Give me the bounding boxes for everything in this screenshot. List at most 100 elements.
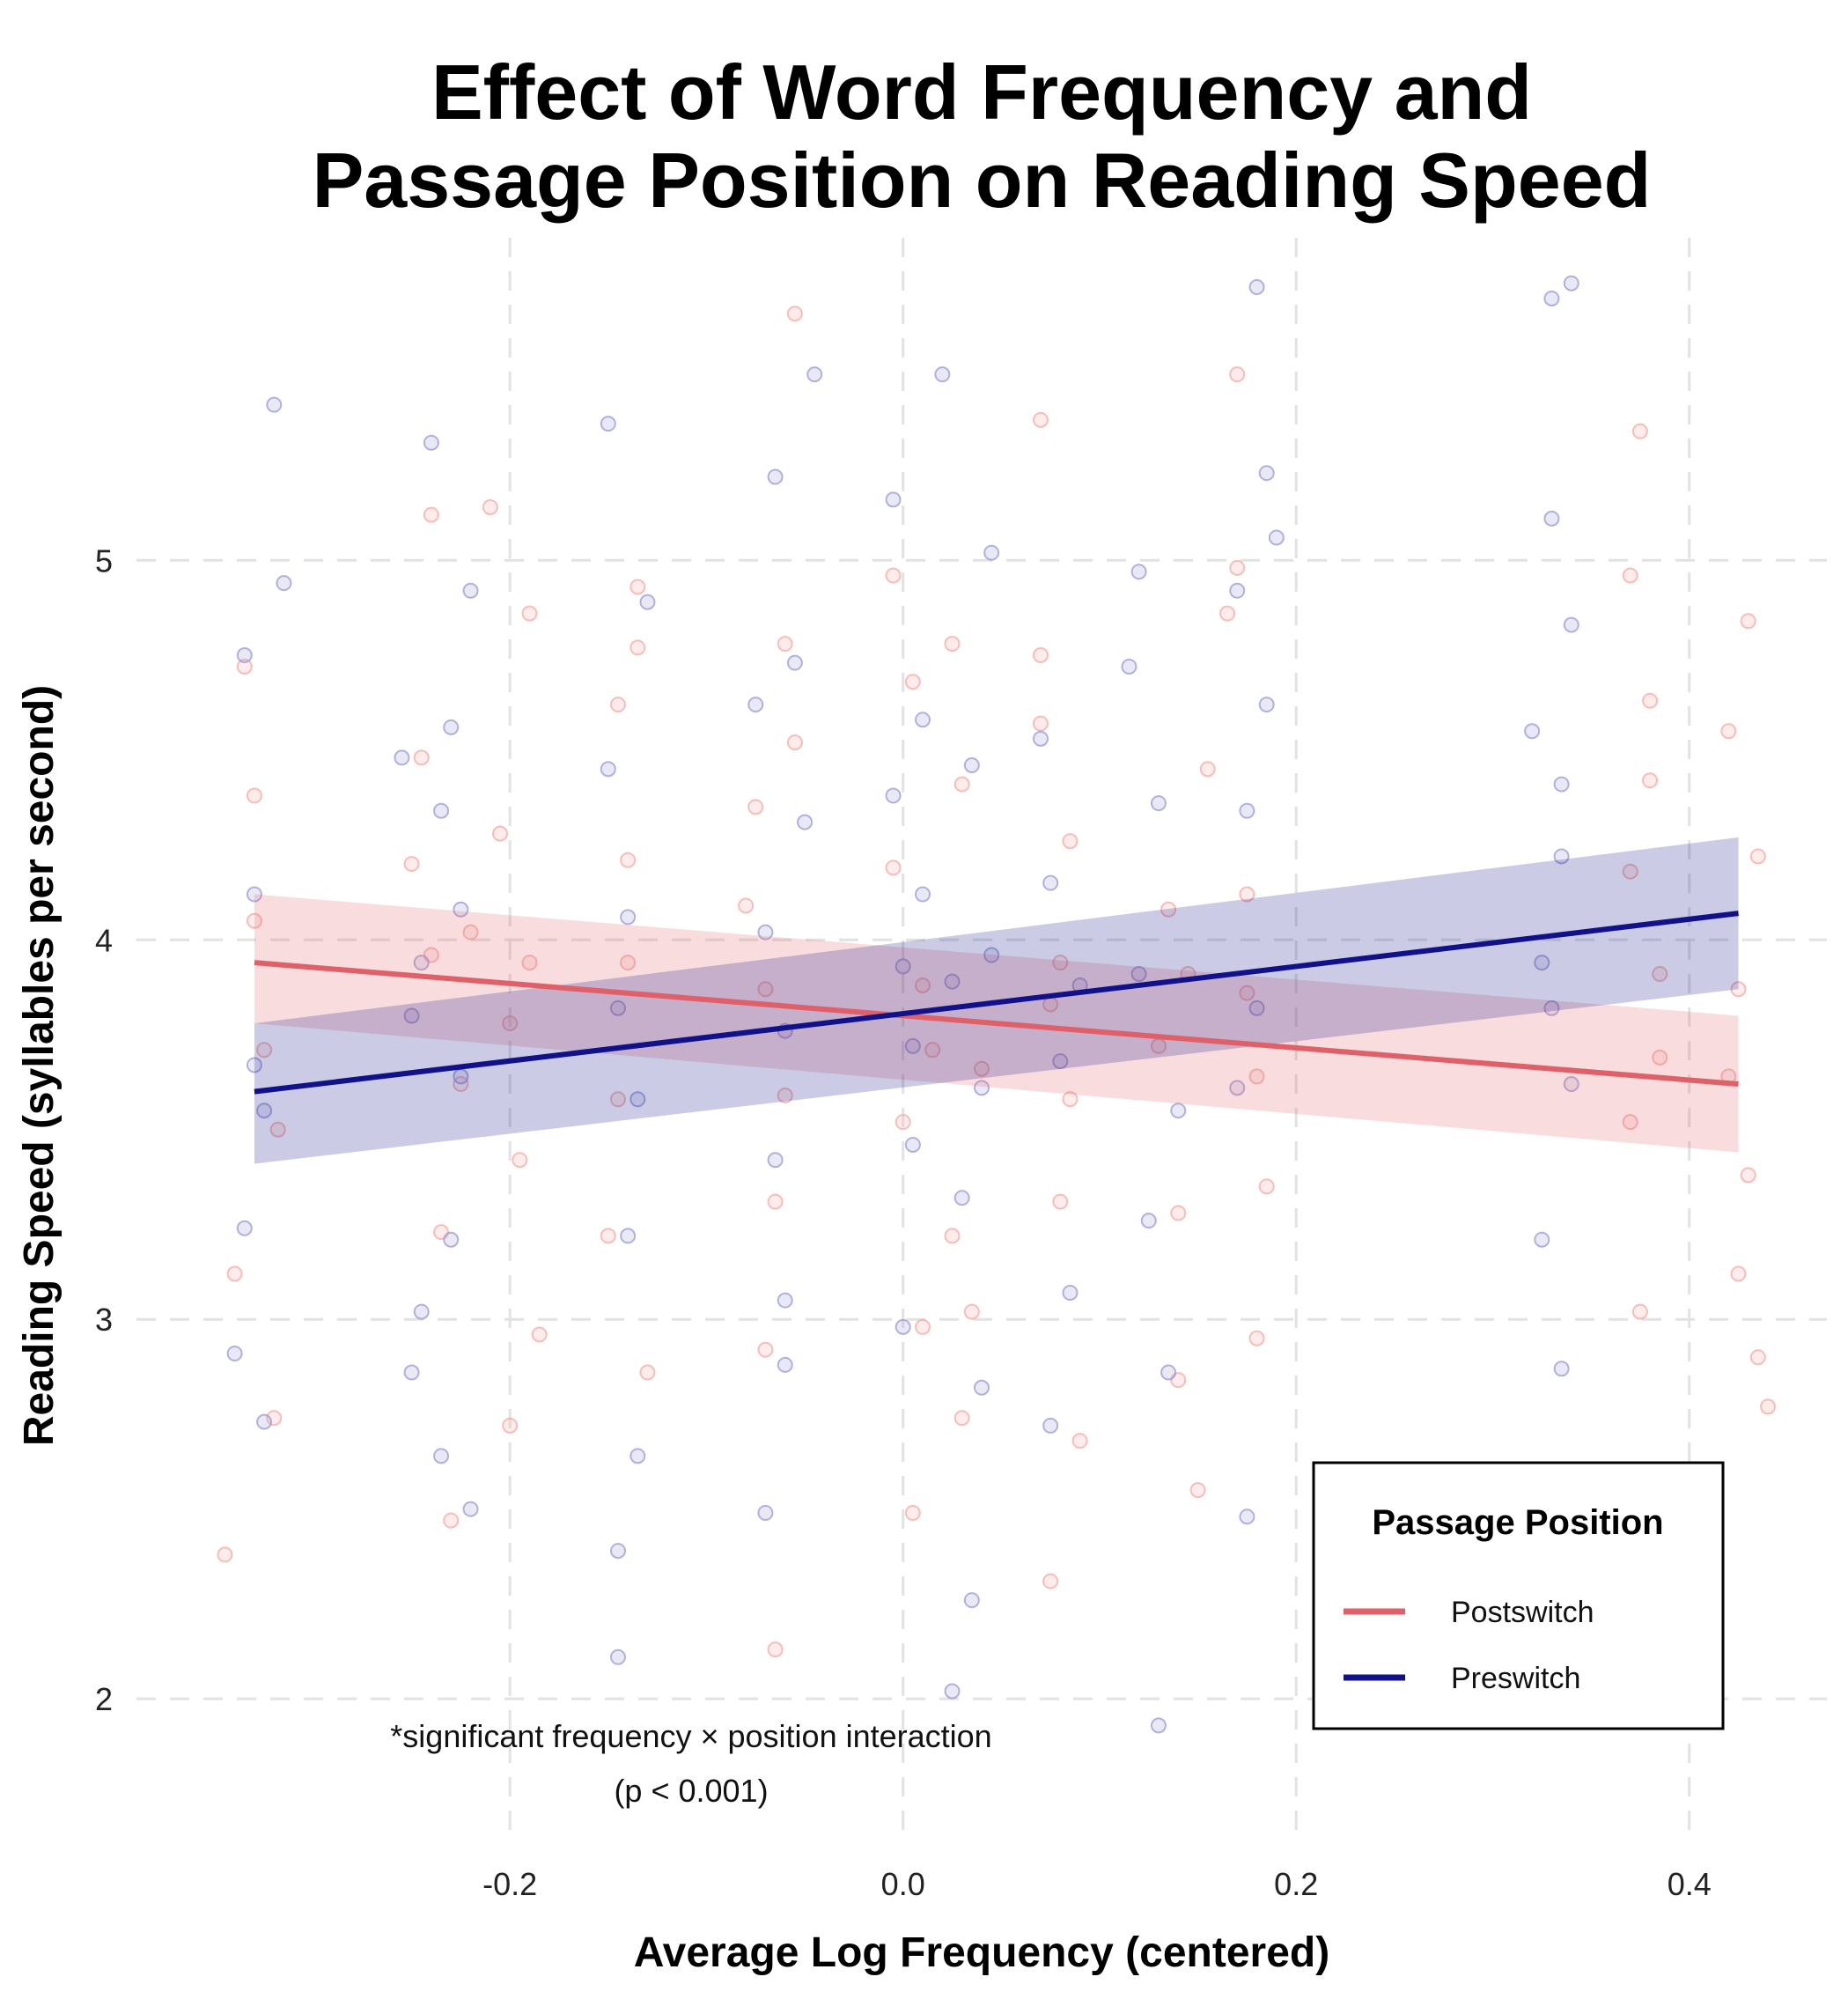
data-point-postswitch — [974, 1060, 990, 1077]
data-point-postswitch — [443, 1512, 460, 1529]
data-point-postswitch — [492, 825, 509, 842]
data-point-preswitch — [1052, 1053, 1069, 1070]
data-point-postswitch — [1652, 966, 1668, 983]
data-point-postswitch — [1229, 559, 1246, 576]
data-point-preswitch — [786, 654, 803, 671]
data-point-postswitch — [269, 1121, 286, 1138]
data-point-postswitch — [1652, 1049, 1668, 1066]
data-point-postswitch — [1042, 1573, 1059, 1590]
interaction-annotation-line-1: *significant frequency × position intera… — [390, 1718, 991, 1754]
data-point-postswitch — [521, 605, 538, 622]
data-point-postswitch — [1160, 901, 1177, 918]
data-point-postswitch — [777, 1087, 793, 1103]
data-point-preswitch — [1268, 529, 1285, 546]
data-point-preswitch — [1130, 564, 1147, 580]
data-point-postswitch — [915, 1318, 931, 1335]
data-point-postswitch — [246, 912, 262, 929]
data-point-postswitch — [1720, 723, 1737, 740]
data-point-preswitch — [443, 1231, 460, 1248]
data-point-preswitch — [895, 1318, 911, 1335]
data-point-preswitch — [1553, 1361, 1570, 1377]
data-point-postswitch — [226, 1265, 243, 1282]
data-point-preswitch — [944, 973, 961, 990]
data-point-preswitch — [433, 802, 450, 819]
data-point-postswitch — [1229, 366, 1246, 383]
legend-title: Passage Position — [1372, 1503, 1663, 1542]
chart-title-line-1: Effect of Word Frequency and — [431, 48, 1532, 136]
data-point-preswitch — [757, 924, 774, 940]
data-point-preswitch — [983, 947, 1000, 963]
fit-lines — [254, 911, 1739, 1095]
data-point-postswitch — [256, 1042, 273, 1059]
data-point-preswitch — [1563, 616, 1579, 633]
data-point-preswitch — [423, 434, 439, 451]
data-point-postswitch — [1032, 715, 1049, 732]
y-tick-label: 3 — [95, 1302, 113, 1338]
data-point-preswitch — [1248, 1000, 1265, 1016]
data-point-postswitch — [1189, 1482, 1206, 1499]
data-point-postswitch — [767, 1193, 784, 1210]
data-point-preswitch — [609, 1000, 626, 1016]
data-point-preswitch — [915, 712, 931, 728]
data-point-preswitch — [885, 491, 902, 508]
data-point-postswitch — [1622, 863, 1638, 880]
axis-tick-labels: -0.2 0.0 0.2 0.4 2 3 4 5 — [95, 542, 1712, 1902]
data-point-postswitch — [1062, 833, 1079, 850]
data-point-postswitch — [217, 1546, 233, 1563]
data-point-preswitch — [226, 1346, 243, 1361]
data-point-postswitch — [1199, 761, 1216, 778]
data-point-postswitch — [786, 306, 803, 322]
y-tick-label: 5 — [95, 542, 113, 579]
data-point-preswitch — [1534, 1231, 1550, 1248]
data-point-preswitch — [1248, 279, 1265, 296]
data-point-preswitch — [944, 1683, 961, 1700]
data-point-postswitch — [953, 776, 970, 793]
data-point-preswitch — [1553, 848, 1570, 865]
data-point-preswitch — [904, 1037, 921, 1054]
x-tick-label: 0.2 — [1274, 1866, 1318, 1902]
data-point-preswitch — [462, 582, 479, 599]
data-point-preswitch — [757, 1505, 774, 1521]
data-point-postswitch — [1032, 411, 1049, 428]
data-point-postswitch — [944, 1228, 961, 1244]
scatter-points — [217, 275, 1777, 1734]
data-point-preswitch — [413, 955, 430, 971]
data-point-preswitch — [777, 1292, 793, 1309]
data-point-preswitch — [256, 1103, 273, 1119]
data-point-preswitch — [747, 697, 764, 713]
data-point-postswitch — [1730, 1265, 1747, 1282]
data-point-postswitch — [1239, 886, 1255, 903]
data-point-postswitch — [1622, 1114, 1638, 1131]
data-point-preswitch — [1032, 730, 1049, 747]
data-point-postswitch — [600, 1228, 616, 1244]
data-point-preswitch — [953, 1190, 970, 1206]
data-point-preswitch — [1239, 802, 1255, 819]
data-point-postswitch — [403, 856, 420, 873]
data-point-postswitch — [609, 697, 626, 713]
data-point-preswitch — [433, 1448, 450, 1464]
data-point-preswitch — [1524, 723, 1541, 740]
data-point-postswitch — [963, 1303, 980, 1320]
data-point-preswitch — [620, 1228, 637, 1244]
data-point-preswitch — [1121, 658, 1138, 675]
data-point-postswitch — [629, 579, 646, 595]
data-point-preswitch — [767, 1152, 784, 1169]
data-point-postswitch — [629, 639, 646, 656]
data-point-postswitch — [1730, 981, 1747, 998]
data-point-postswitch — [885, 567, 902, 584]
data-point-preswitch — [1160, 1364, 1177, 1381]
data-point-preswitch — [895, 958, 911, 975]
data-point-preswitch — [394, 749, 410, 766]
data-point-preswitch — [1543, 1000, 1560, 1016]
data-point-preswitch — [1543, 290, 1560, 306]
data-point-preswitch — [934, 366, 951, 383]
fit-line-preswitch — [254, 911, 1739, 1095]
data-point-preswitch — [609, 1543, 626, 1560]
data-point-postswitch — [1642, 772, 1659, 789]
data-point-preswitch — [1130, 966, 1147, 983]
data-point-preswitch — [1229, 1080, 1246, 1096]
data-point-postswitch — [1740, 1167, 1756, 1184]
data-point-postswitch — [423, 506, 439, 523]
data-point-postswitch — [1248, 1330, 1265, 1346]
data-point-preswitch — [620, 909, 637, 926]
